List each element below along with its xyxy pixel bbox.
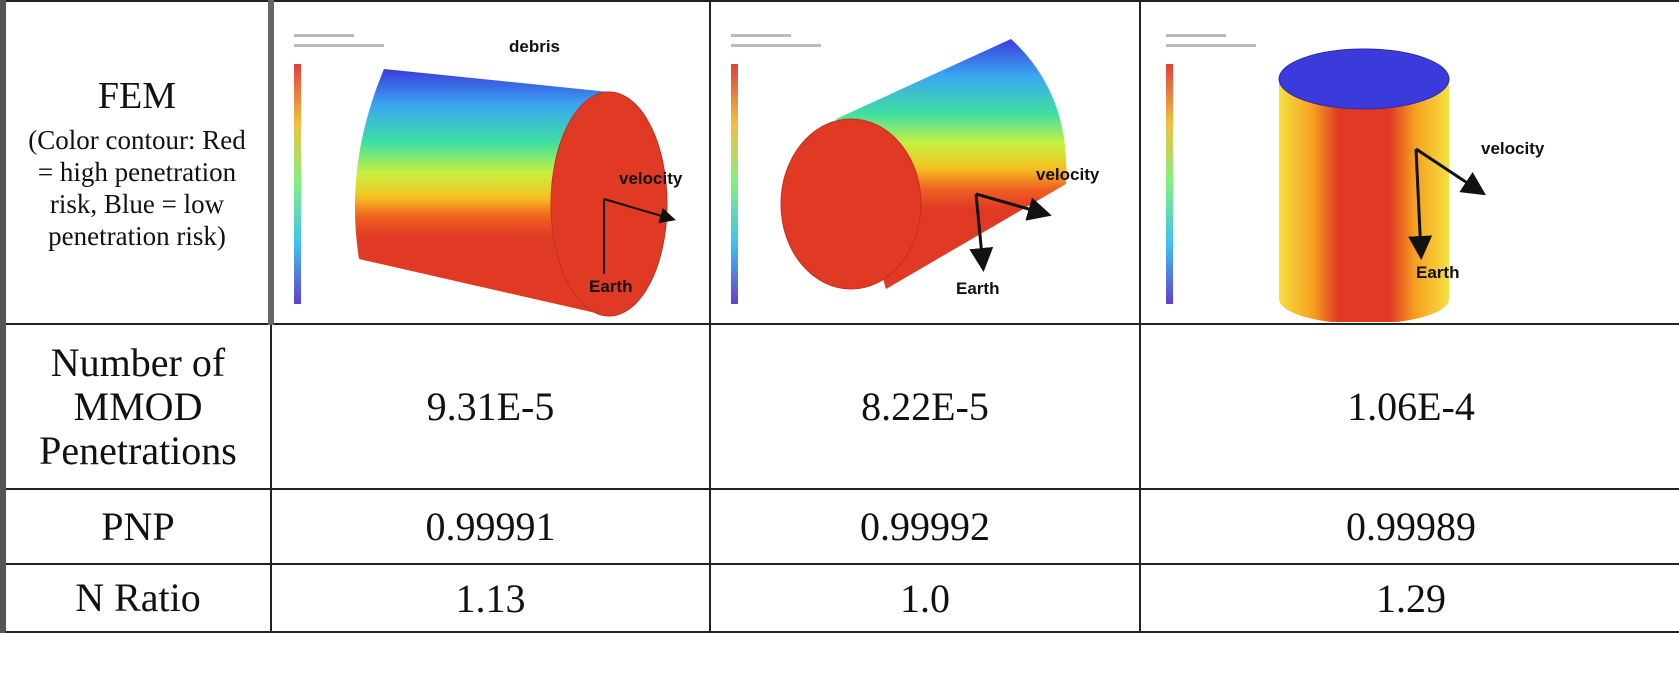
image-label: velocity	[1481, 139, 1545, 158]
nratio-row: N Ratio 1.13 1.0 1.29	[3, 564, 1679, 632]
image-label: Earth	[589, 277, 632, 296]
fem-image-cell: velocity Earth	[1140, 1, 1679, 324]
cell-value: 1.06E-4	[1140, 324, 1679, 489]
caption-line	[1166, 44, 1256, 47]
fem-image: debris velocity Earth	[274, 4, 709, 322]
cylinder-cap	[1279, 49, 1449, 109]
row-label: PNP	[3, 489, 271, 564]
colorbar	[1166, 64, 1173, 304]
fem-image-cell: velocity Earth	[710, 1, 1140, 324]
fem-note: (Color contour: Red = high penetration r…	[22, 124, 252, 252]
caption-line	[294, 34, 354, 37]
fem-image: velocity Earth	[1141, 4, 1679, 322]
caption-line	[1166, 34, 1226, 37]
cell-value: 1.29	[1140, 564, 1679, 632]
pnp-row: PNP 0.99991 0.99992 0.99989	[3, 489, 1679, 564]
cell-value: 0.99992	[710, 489, 1140, 564]
image-label: Earth	[956, 279, 999, 298]
image-label: velocity	[619, 169, 683, 188]
row-label: Number of MMOD Penetrations	[3, 324, 271, 489]
fem-image: velocity Earth	[711, 4, 1137, 322]
colorbar	[294, 64, 301, 304]
row-label: N Ratio	[3, 564, 271, 632]
cell-value: 0.99991	[271, 489, 710, 564]
cell-value: 1.0	[710, 564, 1140, 632]
image-label: velocity	[1036, 165, 1100, 184]
fem-row: FEM (Color contour: Red = high penetrati…	[3, 1, 1679, 324]
mmod-row: Number of MMOD Penetrations 9.31E-5 8.22…	[3, 324, 1679, 489]
colorbar	[731, 64, 738, 304]
cell-value: 1.13	[271, 564, 710, 632]
cell-value: 0.99989	[1140, 489, 1679, 564]
image-label: Earth	[1416, 263, 1459, 282]
caption-line	[731, 34, 791, 37]
cell-value: 9.31E-5	[271, 324, 710, 489]
fem-image-cell: debris velocity Earth	[271, 1, 710, 324]
cylinder-cap	[781, 119, 921, 289]
results-table: FEM (Color contour: Red = high penetrati…	[0, 0, 1679, 633]
caption-line	[731, 44, 821, 47]
caption-line	[294, 44, 384, 47]
fem-header: FEM (Color contour: Red = high penetrati…	[3, 1, 271, 324]
image-label: debris	[509, 37, 560, 56]
page: FEM (Color contour: Red = high penetrati…	[0, 0, 1679, 678]
cell-value: 8.22E-5	[710, 324, 1140, 489]
fem-label: FEM	[6, 74, 268, 118]
